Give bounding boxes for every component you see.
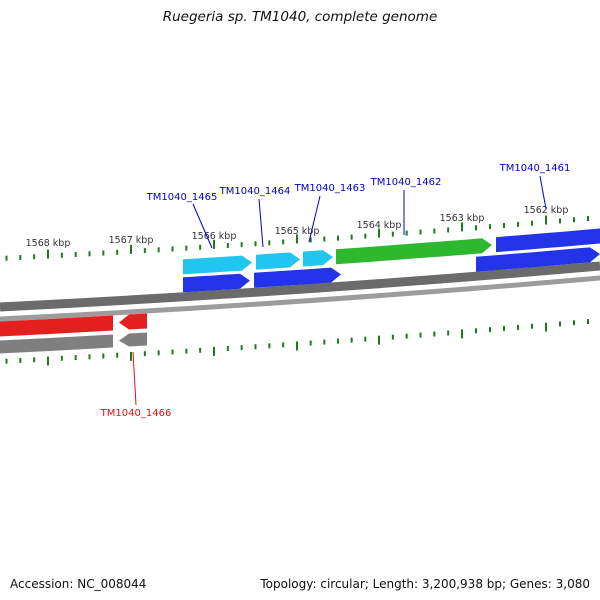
gene-arrow-unlabeled-forward-2	[254, 267, 341, 288]
gene-arrow-TM1040_1465	[183, 255, 252, 275]
gene-arrow-unlabeled-forward-1	[183, 273, 250, 293]
gene-label: TM1040_1461	[499, 163, 571, 174]
gene-label: TM1040_1463	[294, 183, 366, 194]
gene-arrow-unlabeled-forward-3	[476, 247, 600, 272]
gene-arrow-TM1040_1462	[336, 238, 492, 265]
gene-arrow-TM1040_1461	[496, 228, 600, 253]
label-leader-line	[132, 351, 137, 406]
ruler-label: 1568 kbp	[26, 238, 71, 249]
topology-text: Topology: circular; Length: 3,200,938 bp…	[260, 577, 590, 591]
ruler-label: 1566 kbp	[192, 231, 237, 242]
gene-label: TM1040_1466	[100, 408, 172, 419]
gene-arrow-unlabeled-reverse-2	[0, 334, 113, 354]
gene-arrow-TM1040_1463	[303, 250, 333, 267]
gene-arrow-unlabeled-reverse-1	[0, 315, 113, 337]
ruler-label: 1564 kbp	[357, 220, 402, 231]
gene-arrow-TM1040_1466	[119, 313, 147, 330]
ruler-label: 1565 kbp	[275, 226, 320, 237]
label-leader-line	[258, 198, 264, 248]
label-leader-line	[308, 195, 321, 243]
ruler-label: 1563 kbp	[440, 213, 485, 224]
status-bar: Accession: NC_008044 Topology: circular;…	[0, 577, 600, 591]
ruler-label: 1562 kbp	[524, 205, 569, 216]
label-leader-line	[539, 175, 547, 210]
gene-label: TM1040_1465	[146, 192, 218, 203]
gene-arrow-TM1040_1464	[256, 252, 300, 270]
accession-text: Accession: NC_008044	[10, 577, 147, 591]
inner-ring-line	[0, 275, 600, 322]
backbone-band	[0, 261, 600, 312]
gene-label: TM1040_1464	[219, 186, 291, 197]
gene-label: TM1040_1462	[370, 177, 442, 188]
gene-arrow-unlabeled-reverse-3	[119, 332, 147, 347]
label-leader-line	[192, 203, 213, 249]
ruler-label: 1567 kbp	[109, 235, 154, 246]
page-title: Ruegeria sp. TM1040, complete genome	[162, 9, 438, 25]
